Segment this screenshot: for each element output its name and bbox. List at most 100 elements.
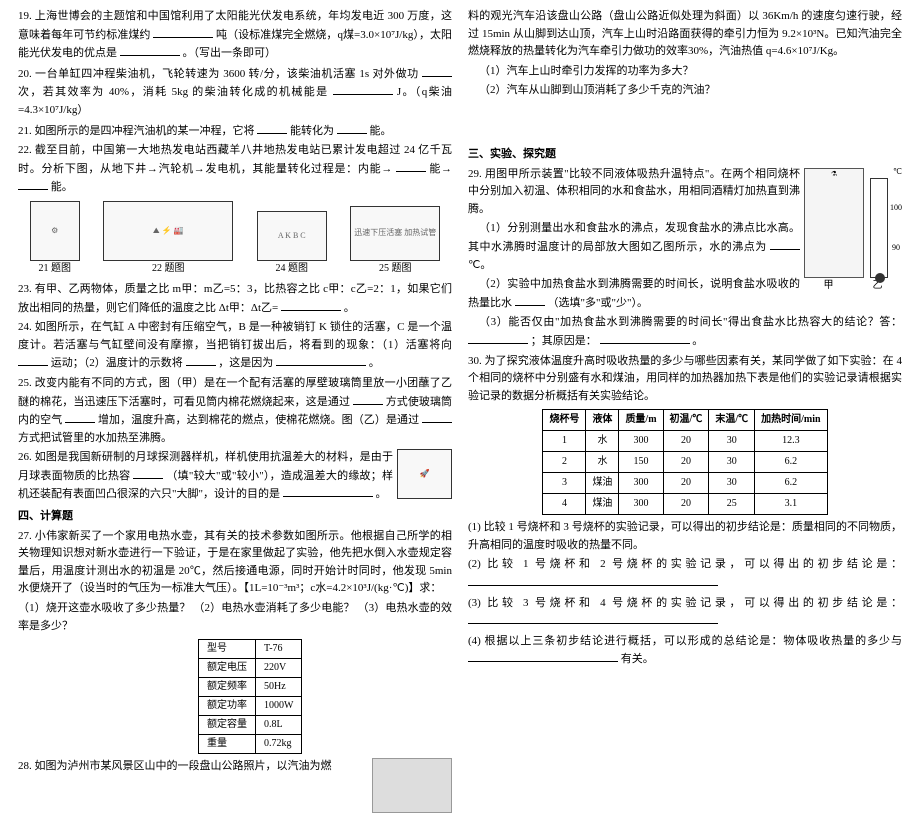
q24-text3: ，这是因为: [218, 357, 273, 369]
th2: 液体: [586, 410, 619, 431]
q21: 21. 如图所示的是四冲程汽油机的某一冲程，它将 能转化为 能。: [18, 122, 452, 141]
blank-c4: [468, 650, 618, 662]
spec-r3v: 1000W: [256, 697, 302, 716]
fig-21-wrap: ⚙ 21 题图: [30, 201, 80, 277]
q29-3b: ；其原因是：: [531, 335, 597, 347]
fig21-label: 21 题图: [30, 261, 80, 277]
q21-text2: 能转化为: [290, 125, 334, 137]
right-column: 料的观光汽车沿该盘山公路（盘山公路近似处理为斜面）以 36Km/h 的速度匀速行…: [460, 8, 910, 642]
fig-29-wrap: ⚗ ℃ 100 90 甲 乙: [804, 166, 902, 295]
blank-19b: [120, 44, 180, 56]
spec-r5: 重量: [199, 735, 256, 754]
table-row: 4煤油30020253.1: [543, 494, 827, 515]
thermo-unit: ℃: [870, 166, 902, 179]
q25-text4: 方式把试管里的水加热至沸腾。: [18, 432, 172, 444]
blank-29-3a: [468, 332, 528, 344]
spacer: [468, 102, 902, 142]
q19: 19. 上海世博会的主题馆和中国馆利用了太阳能光伏发电系统，年均发电近 300 …: [18, 8, 452, 63]
blank-21b: [337, 122, 367, 134]
q20: 20. 一台单缸四冲程柴油机，飞轮转速为 3600 转/分，该柴油机活塞 1s …: [18, 65, 452, 120]
fig-24: A K B C: [257, 211, 327, 261]
th6: 加热时间/min: [755, 410, 827, 431]
t100: 100: [890, 188, 902, 228]
spec-table: 型号T-76 额定电压220V 额定频率50Hz 额定功率1000W 额定容量0…: [198, 639, 302, 754]
fig-26: 🚀: [397, 449, 452, 499]
spec-r2: 额定频率: [199, 678, 256, 697]
q29-1-text: （1）分别测量出水和食盐水的沸点，发现食盐水的沸点比水高。其中水沸腾时温度计的局…: [468, 222, 800, 253]
blank-20b: [333, 83, 393, 95]
q26: 26. 如图是我国新研制的月球探测器样机，样机使用抗温差大的材料，是由于月球表面…: [18, 449, 452, 504]
q22: 22. 截至目前，中国第一大地热发电站西藏羊八井地热发电站已累计发电超过 24 …: [18, 142, 452, 197]
q21-text: 21. 如图所示的是四冲程汽油机的某一冲程，它将: [18, 125, 255, 137]
q27-1: （1）烧开这壶水吸收了多少热量？: [18, 602, 190, 614]
spec-r5v: 0.72kg: [256, 735, 302, 754]
blank-24c: [276, 354, 366, 366]
spec-h: 型号: [199, 640, 256, 659]
thermo-wrap: ℃ 100 90: [870, 166, 902, 279]
table-row: 3煤油30020306.2: [543, 473, 827, 494]
q29-3: （3）能否仅由"加热食盐水到沸腾需要的时间长"得出食盐水比热容大的结论？答： ；…: [468, 314, 902, 350]
q22-text: 22. 截至目前，中国第一大地热发电站西藏羊八井地热发电站已累计发电超过 24 …: [18, 144, 452, 175]
th5: 末温/℃: [709, 410, 755, 431]
q22-text2: 能→: [429, 163, 452, 175]
left-column: 19. 上海世博会的主题馆和中国馆利用了太阳能光伏发电系统，年均发电近 300 …: [10, 8, 460, 642]
q27-text: 27. 小伟家新买了一个家用电热水壶，其有关的技术参数如图所示。他根据自己所学的…: [18, 528, 452, 598]
q25-text3: 增加，温度升高，达到棉花的燃点，使棉花燃烧。图（乙）是通过: [98, 414, 419, 426]
fig24-label: 24 题图: [257, 261, 327, 277]
th4: 初温/℃: [663, 410, 709, 431]
figure-row-1: ⚙ 21 题图 ⛰ ⚡ 🏭 22 题图 A K B C 24 题图 迅速下压活塞…: [18, 201, 452, 277]
blank-23: [281, 299, 341, 311]
spec-r1: 额定电压: [199, 659, 256, 678]
c4-text: (4) 根据以上三条初步结论进行概括，可以形成的总结论是：物体吸收热量的多少与: [468, 635, 902, 647]
table-row: 2水15020306.2: [543, 452, 827, 473]
th3: 质量/m: [619, 410, 663, 431]
spec-r4v: 0.8L: [256, 716, 302, 735]
q28-2: （2）汽车从山脚到山顶消耗了多少千克的汽油？: [468, 82, 902, 100]
blank-24b: [186, 354, 216, 366]
fig25-label: 25 题图: [350, 261, 440, 277]
blank-25a: [353, 393, 383, 405]
q29-1b: ℃。: [468, 259, 491, 271]
thermometer-icon: [870, 178, 888, 278]
fig-24-wrap: A K B C 24 题图: [257, 211, 327, 277]
label-jia: 甲: [824, 278, 834, 294]
q29-2b: （选填"多"或"少"）。: [548, 297, 648, 309]
blank-c2: [468, 574, 718, 586]
blank-26b: [283, 485, 373, 497]
q29-3-text: （3）能否仅由"加热食盐水到沸腾需要的时间长"得出食盐水比热容大的结论？答：: [479, 316, 902, 328]
q24: 24. 如图所示，在气缸 A 中密封有压缩空气，B 是一种被销钉 K 锁住的活塞…: [18, 319, 452, 373]
blank-19a: [153, 26, 213, 38]
blank-29-1: [770, 238, 800, 250]
q29-3c: 。: [692, 335, 703, 347]
q23: 23. 有甲、乙两物体，质量之比 m甲：m乙=5：3，比热容之比 c甲：c乙=2…: [18, 281, 452, 317]
q21-text3: 能。: [370, 125, 392, 137]
fig-25-wrap: 迅速下压活塞 加热试管 25 题图: [350, 206, 440, 277]
q30-text: 30. 为了探究液体温度升高时吸收热量的多少与哪些因素有关，某同学做了如下实验：…: [468, 353, 902, 406]
q28-1: （1）汽车上山时牵引力发挥的功率为多大？: [468, 63, 902, 81]
q19-text3: 。（写出一条即可）: [183, 47, 277, 59]
blank-22b: [18, 178, 48, 190]
spec-r1v: 220V: [256, 659, 302, 678]
blank-25b: [65, 411, 95, 423]
q23-text: 23. 有甲、乙两物体，质量之比 m甲：m乙=5：3，比热容之比 c甲：c乙=2…: [18, 283, 452, 314]
q20-text: 20. 一台单缸四冲程柴油机，飞轮转速为 3600 转/分，该柴油机活塞 1s …: [18, 68, 419, 80]
blank-29-2: [515, 294, 545, 306]
fig-28: [372, 758, 452, 813]
table-row: 1水300203012.3: [543, 431, 827, 452]
blank-21a: [257, 122, 287, 134]
th1: 烧杯号: [543, 410, 586, 431]
fig-25: 迅速下压活塞 加热试管: [350, 206, 440, 261]
section-4-title: 四、计算题: [18, 508, 452, 526]
q25: 25. 改变内能有不同的方式，图（甲）是在一个配有活塞的厚壁玻璃筒里放一小团蘸了…: [18, 375, 452, 447]
c3-text: (3) 比较 3 号烧杯和 4 号烧杯的实验记录，可以得出的初步结论是：: [468, 597, 902, 609]
data-table: 烧杯号 液体 质量/m 初温/℃ 末温/℃ 加热时间/min 1水3002030…: [542, 409, 827, 515]
section-3-title: 三、实验、探究题: [468, 146, 902, 164]
q28b-text: 料的观光汽车沿该盘山公路（盘山公路近似处理为斜面）以 36Km/h 的速度匀速行…: [468, 8, 902, 61]
t90: 90: [890, 228, 902, 268]
fig-22: ⛰ ⚡ 🏭: [103, 201, 233, 261]
c4: (4) 根据以上三条初步结论进行概括，可以形成的总结论是：物体吸收热量的多少与 …: [468, 633, 902, 669]
c2-text: (2) 比较 1 号烧杯和 2 号烧杯的实验记录，可以得出的初步结论是：: [468, 558, 902, 570]
fig-29-beaker: ⚗: [804, 168, 864, 278]
q20-text2: 次，若其效率为 40%，消耗 5kg 的柴油转化成的机械能是: [18, 86, 329, 98]
q24-text: 24. 如图所示，在气缸 A 中密封有压缩空气，B 是一种被销钉 K 锁住的活塞…: [18, 321, 452, 351]
